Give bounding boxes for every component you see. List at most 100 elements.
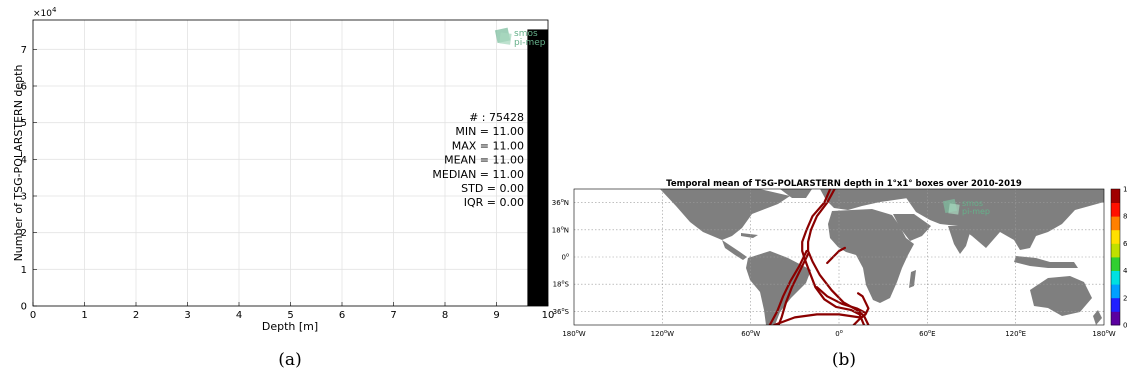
map-logo: smos pi-mep <box>942 198 990 216</box>
panel-a-caption: (a) <box>278 350 301 370</box>
land-south-america <box>746 251 811 325</box>
statistic-line: MIN = 11.00 <box>455 125 524 138</box>
longitude-label: 180oW <box>1092 329 1115 338</box>
y-tick-label: 1 <box>21 265 27 276</box>
x-tick-label: 0 <box>30 310 36 321</box>
histogram-bar <box>527 29 548 307</box>
map-gridlines <box>574 189 1104 325</box>
map-frame <box>573 188 1105 326</box>
colorbar-tick-label: 2 <box>1123 294 1127 302</box>
x-tick-label: 2 <box>133 310 139 321</box>
ship-track <box>768 249 808 325</box>
colorbar-segment <box>1111 257 1120 271</box>
x-tick-label: 9 <box>493 310 499 321</box>
x-tick-label: 7 <box>390 310 396 321</box>
longitude-label: 0o <box>835 329 843 338</box>
statistic-line: IQR = 0.00 <box>464 196 524 209</box>
land-madagascar <box>909 270 916 288</box>
colorbar-segment <box>1111 297 1120 312</box>
land-indonesia <box>1014 256 1078 268</box>
x-tick-label: 5 <box>287 310 293 321</box>
ship-track <box>826 246 846 265</box>
histogram-y-axis-label: Number of TSG-POLARSTERN depth <box>12 65 25 262</box>
land-central-america <box>722 240 747 260</box>
x-tick-label: 4 <box>236 310 242 321</box>
colorbar-tick-label: 0 <box>1123 322 1127 330</box>
logo-text-pi-mep: pi-mep <box>962 207 990 216</box>
map-latitude-labels: 36oN 18oN 0o 18oS 36oS <box>552 198 570 316</box>
x-tick-label: 1 <box>81 310 87 321</box>
logo-text-smos: smos <box>962 199 983 208</box>
colorbar-tick-label: 10 <box>1123 186 1128 194</box>
latitude-label: 36oS <box>553 307 570 316</box>
map-colorbar: 0 2 4 6 8 10 <box>1110 186 1128 330</box>
longitude-label: 120oE <box>1005 329 1026 338</box>
histogram-panel: 0 1 2 3 4 5 6 7 8 9 10 0 1 2 3 4 5 6 7 Depth [m] Number o… <box>12 6 554 370</box>
statistic-line: # : 75428 <box>469 111 524 124</box>
latitude-label: 18oS <box>553 280 570 289</box>
land-europe <box>820 189 908 210</box>
colorbar-segment <box>1111 189 1120 203</box>
logo-text-smos: smos <box>514 29 538 39</box>
y-tick-label: 4 <box>21 155 27 166</box>
land-india <box>948 226 972 254</box>
histogram-x-ticks: 0 1 2 3 4 5 6 7 8 9 10 <box>30 302 555 321</box>
y-tick-label: 3 <box>21 192 27 203</box>
statistic-line: STD = 0.00 <box>461 182 524 195</box>
x-tick-label: 8 <box>442 310 448 321</box>
land-africa <box>828 209 914 303</box>
x-tick-label: 6 <box>339 310 345 321</box>
land-arabia <box>893 214 931 241</box>
histogram-y-ticks: 0 1 2 3 4 5 6 7 <box>21 45 37 313</box>
smos-logo-icon-layer <box>948 203 960 215</box>
colorbar-segment <box>1111 284 1120 299</box>
colorbar-segment <box>1111 229 1120 244</box>
colorbar-segment <box>1111 270 1120 285</box>
colorbar-tick-label: 6 <box>1123 240 1128 248</box>
statistic-line: MEAN = 11.00 <box>444 154 524 167</box>
map-ship-tracks <box>768 189 870 325</box>
map-title: Temporal mean of TSG-POLARSTERN depth in… <box>666 179 1022 189</box>
y-tick-label: 7 <box>21 45 27 56</box>
land-north-america <box>660 189 790 240</box>
ship-track <box>807 189 870 325</box>
map-panel: Temporal mean of TSG-POLARSTERN depth in… <box>552 179 1128 370</box>
latitude-label: 0o <box>561 253 569 262</box>
latitude-label: 18oN <box>552 225 569 234</box>
latitude-label: 36oN <box>552 198 569 207</box>
y-tick-label: 5 <box>21 118 27 129</box>
y-tick-label: 2 <box>21 228 27 239</box>
map-longitude-labels: 180oW 120oW 60oW 0o 60oE 120oE 180oW <box>562 329 1115 338</box>
histogram-y-scale-factor: ×104 <box>33 6 57 19</box>
colorbar-frame <box>1110 188 1121 326</box>
panel-b-caption: (b) <box>832 350 856 370</box>
histogram-bars <box>527 29 548 307</box>
ship-track <box>815 286 867 314</box>
colorbar-tick-label: 8 <box>1123 213 1127 221</box>
x-tick-label: 10 <box>542 310 555 321</box>
longitude-label: 180oW <box>562 329 585 338</box>
colorbar-segment <box>1111 202 1120 217</box>
y-tick-label: 6 <box>21 82 27 93</box>
histogram-x-axis-label: Depth [m] <box>262 320 318 333</box>
longitude-label: 120oW <box>651 329 674 338</box>
ship-track <box>773 313 861 325</box>
y-tick-label: 0 <box>21 302 27 313</box>
x-tick-label: 3 <box>184 310 190 321</box>
land-cuba <box>741 233 758 238</box>
land-greenland <box>780 189 812 198</box>
longitude-label: 60oW <box>741 329 760 338</box>
colorbar-segment <box>1111 216 1120 231</box>
colorbar-segment <box>1111 311 1120 326</box>
smos-logo-icon-layer <box>499 32 512 45</box>
longitude-label: 60oE <box>919 329 935 338</box>
colorbar-tick-label: 4 <box>1123 267 1128 275</box>
colorbar-segment <box>1111 243 1120 258</box>
statistic-line: MEDIAN = 11.00 <box>432 168 524 181</box>
land-new-zealand <box>1093 310 1102 325</box>
land-australia <box>1030 276 1092 316</box>
ship-track <box>801 189 866 325</box>
